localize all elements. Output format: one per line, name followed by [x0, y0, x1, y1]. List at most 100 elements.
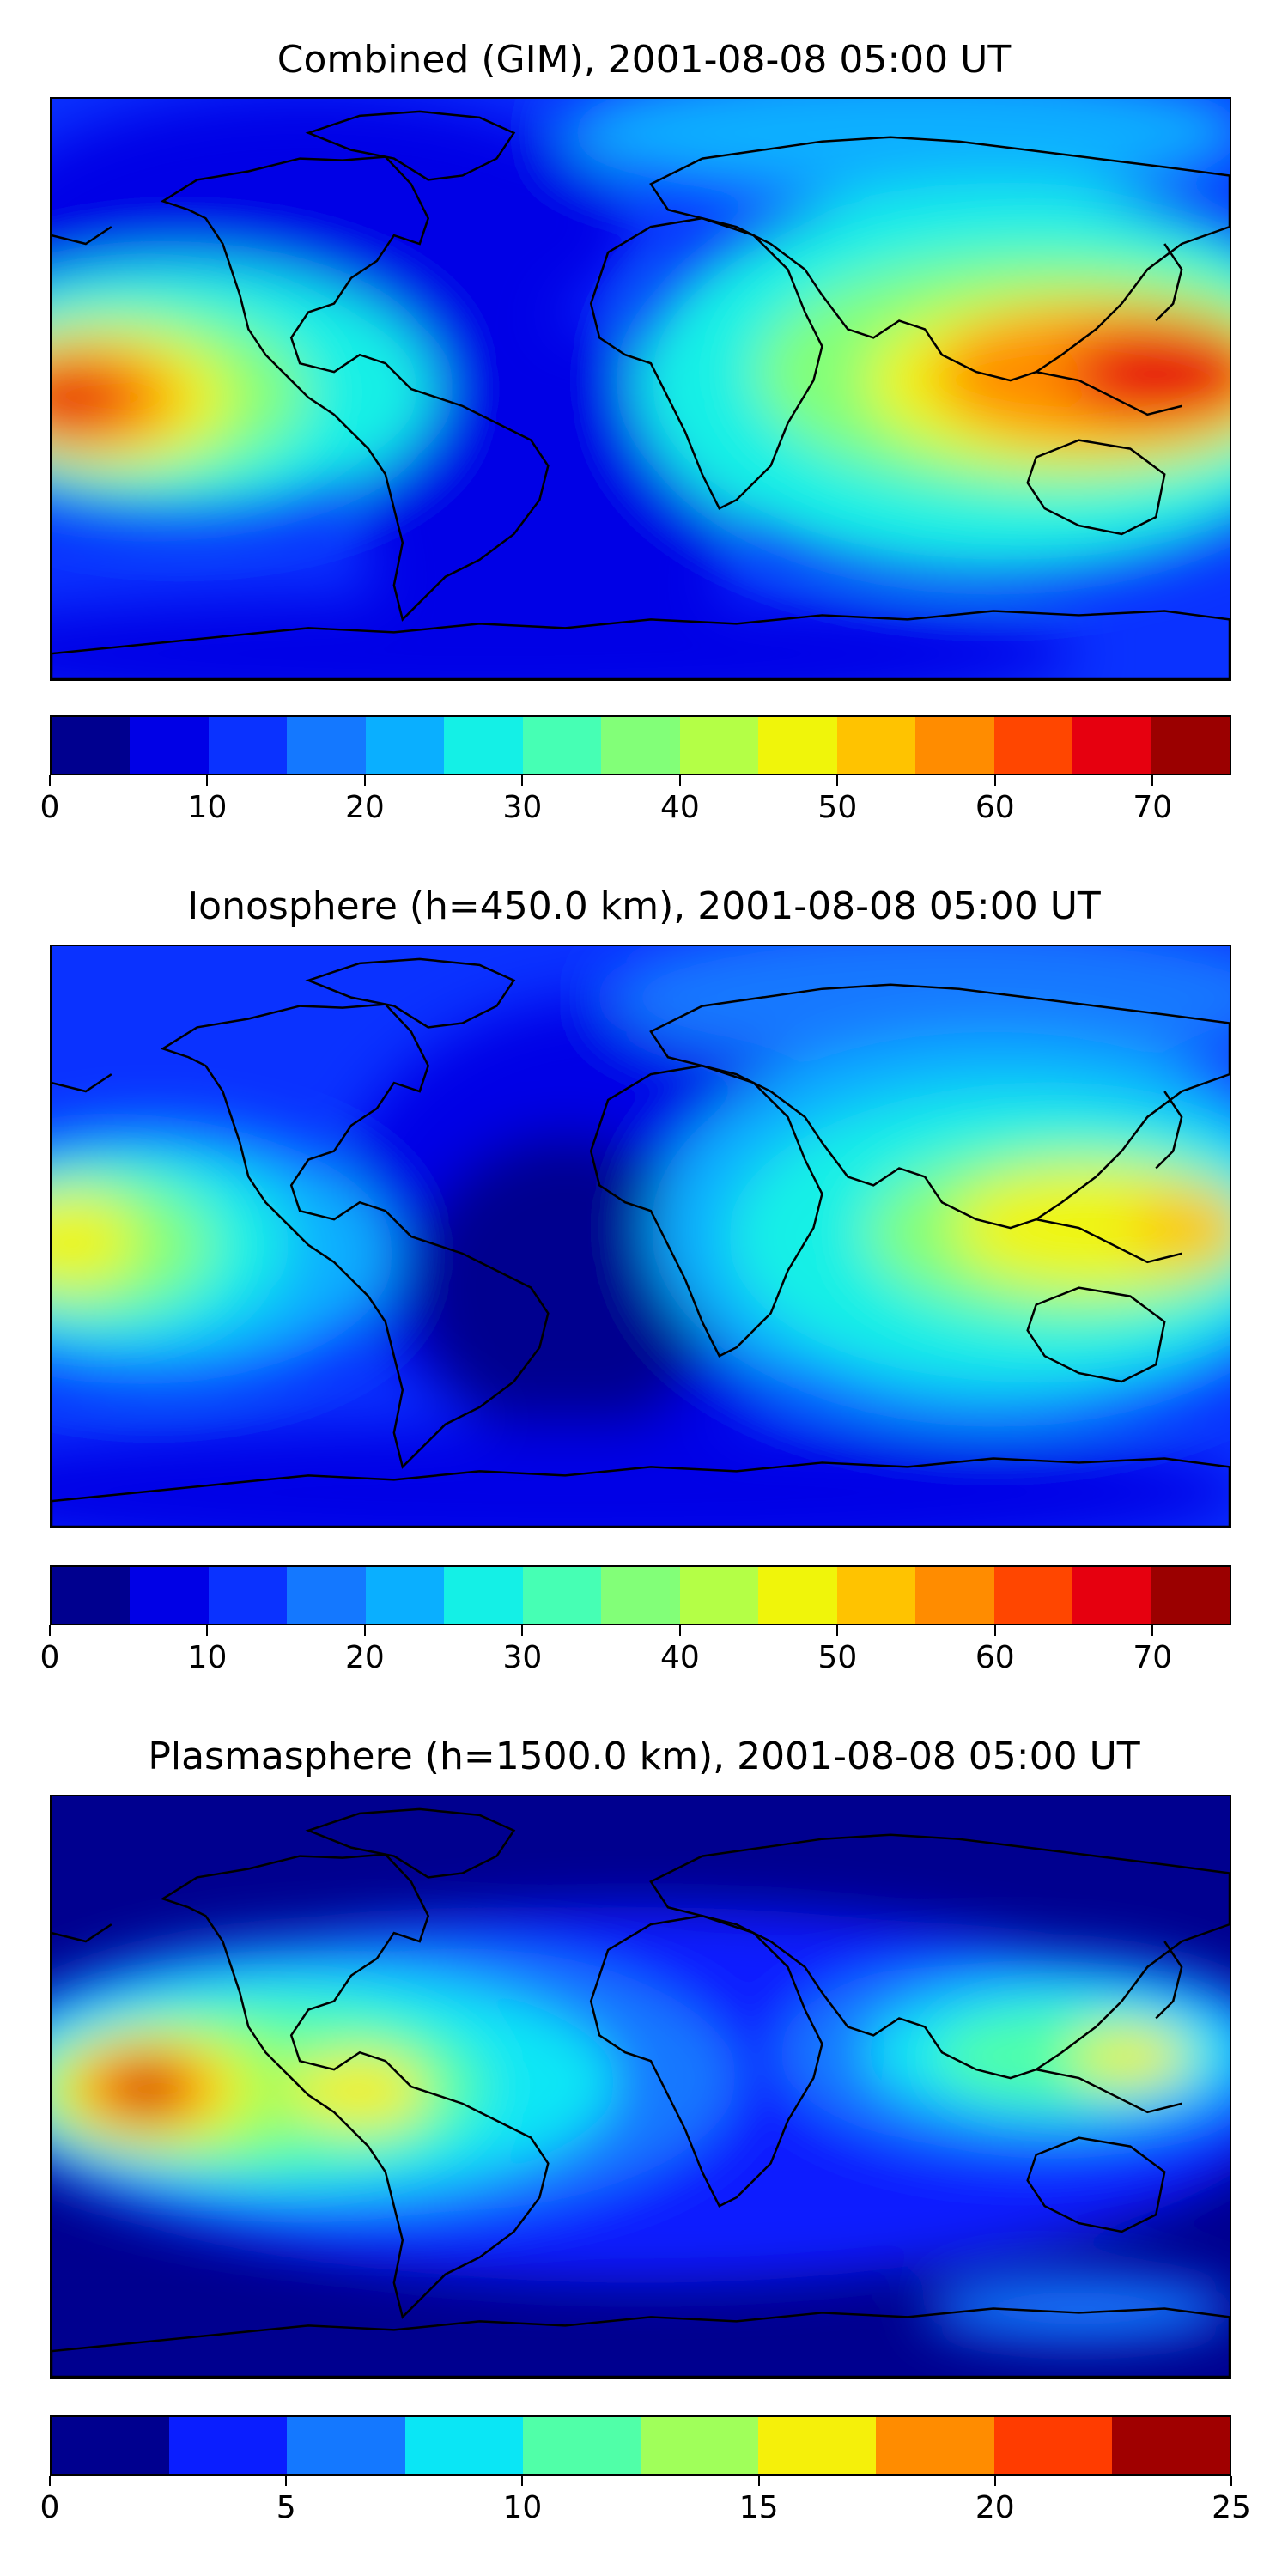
colorbar-cell [1151, 1567, 1230, 1624]
colorbar-cell [679, 1567, 759, 1624]
colorbar-tick [1151, 1625, 1154, 1636]
colorbar-tick-label: 5 [276, 2490, 296, 2525]
colorbar-cell [365, 717, 445, 774]
colorbar-tick [757, 2476, 760, 2486]
colorbar-cell [915, 1567, 994, 1624]
colorbar-cell [52, 1567, 131, 1624]
colorbar-cell [169, 2417, 288, 2474]
map-plot [50, 97, 1231, 681]
colorbar-cell [52, 717, 131, 774]
colorbar-tick [49, 1625, 51, 1636]
colorbar-cell [758, 2417, 877, 2474]
colorbar-cell [522, 717, 602, 774]
colorbar-tick-label: 20 [975, 2490, 1015, 2525]
colorbar-tick-label: 0 [39, 2490, 60, 2525]
colorbar-tick-label: 60 [975, 1640, 1015, 1675]
colorbar-cell [876, 2417, 994, 2474]
colorbar-cell [993, 717, 1073, 774]
colorbar-tick-label: 70 [1133, 790, 1173, 825]
colorbar-cell [208, 1567, 288, 1624]
contour-map [52, 1796, 1230, 2377]
colorbar-cell [522, 1567, 602, 1624]
colorbar-cell [601, 717, 680, 774]
colorbar-tick-label: 10 [187, 790, 228, 825]
colorbar-cell [404, 2417, 523, 2474]
colorbar-tick [363, 1625, 366, 1636]
colorbar-tick-label: 50 [817, 1640, 858, 1675]
colorbar-tick-label: 15 [738, 2490, 779, 2525]
colorbar-cell [130, 717, 209, 774]
colorbar-cell [1072, 1567, 1151, 1624]
colorbar-tick [521, 2476, 524, 2486]
colorbar-tick-label: 10 [502, 2490, 543, 2525]
colorbar-tick [1230, 2476, 1232, 2486]
colorbar-tick-label: 40 [659, 790, 700, 825]
colorbar-tick [836, 1625, 839, 1636]
chart-title: Ionosphere (h=450.0 km), 2001-08-08 05:0… [187, 884, 1101, 928]
colorbar-cell [522, 2417, 641, 2474]
colorbar-tick [678, 775, 681, 786]
colorbar-cell [993, 2417, 1112, 2474]
colorbar-cell [52, 2417, 170, 2474]
colorbar-cell [679, 717, 759, 774]
colorbar-tick [49, 2476, 51, 2486]
colorbar-cell [1072, 717, 1151, 774]
colorbar-tick-label: 10 [187, 1640, 228, 1675]
colorbar-cell [444, 1567, 523, 1624]
colorbar [50, 715, 1231, 775]
colorbar-tick [836, 775, 839, 786]
colorbar [50, 2415, 1231, 2476]
colorbar-tick [993, 2476, 996, 2486]
ionosphere-panel: Ionosphere (h=450.0 km), 2001-08-08 05:0… [0, 850, 1288, 1700]
colorbar-tick-label: 25 [1212, 2490, 1251, 2525]
colorbar-cell [1151, 717, 1230, 774]
colorbar-tick-label: 40 [659, 1640, 700, 1675]
colorbar-ticks: 0 10 20 30 40 50 60 70 [40, 1625, 1231, 1677]
colorbar-cell [836, 717, 916, 774]
colorbar-tick [521, 775, 524, 786]
colorbar-cell [130, 1567, 209, 1624]
colorbar-tick [49, 775, 51, 786]
colorbar [50, 1565, 1231, 1625]
combined-panel: Combined (GIM), 2001-08-08 05:00 UT [0, 0, 1288, 841]
colorbar-tick-label: 70 [1133, 1640, 1173, 1675]
colorbar-tick [993, 1625, 996, 1636]
plasmasphere-panel: Plasmasphere (h=1500.0 km), 2001-08-08 0… [0, 1700, 1288, 2559]
colorbar-ticks: 0 5 10 15 20 25 [40, 2476, 1251, 2527]
colorbar-tick [285, 2476, 288, 2486]
colorbar-cell [365, 1567, 445, 1624]
colorbar-cell [601, 1567, 680, 1624]
colorbar-tick [993, 775, 996, 786]
map-plot [50, 945, 1231, 1528]
colorbar-cell [444, 717, 523, 774]
colorbar-cell [287, 1567, 366, 1624]
colorbar-tick [678, 1625, 681, 1636]
colorbar-tick-label: 30 [502, 1640, 543, 1675]
colorbar-cell [287, 717, 366, 774]
colorbar-cell [287, 2417, 405, 2474]
colorbar-tick [206, 1625, 209, 1636]
colorbar-tick-label: 50 [817, 790, 858, 825]
colorbar-tick-label: 20 [345, 790, 385, 825]
colorbar-cell [993, 1567, 1073, 1624]
colorbar-cell [1111, 2417, 1230, 2474]
colorbar-tick-label: 20 [345, 1640, 385, 1675]
colorbar-tick [1151, 775, 1154, 786]
colorbar-tick [206, 775, 209, 786]
colorbar-cell [758, 1567, 837, 1624]
colorbar-tick [521, 1625, 524, 1636]
colorbar-tick-label: 60 [975, 790, 1015, 825]
colorbar-ticks: 0 10 20 30 40 50 60 70 [40, 775, 1231, 827]
colorbar-tick-label: 0 [39, 790, 60, 825]
map-plot [50, 1795, 1231, 2379]
colorbar-cell [915, 717, 994, 774]
colorbar-tick-label: 0 [39, 1640, 60, 1675]
contour-map [52, 99, 1230, 679]
colorbar-tick-label: 30 [502, 790, 543, 825]
colorbar-tick [363, 775, 366, 786]
colorbar-cell [641, 2417, 759, 2474]
colorbar-cell [758, 717, 837, 774]
colorbar-cell [208, 717, 288, 774]
chart-title: Combined (GIM), 2001-08-08 05:00 UT [276, 38, 1012, 82]
chart-title: Plasmasphere (h=1500.0 km), 2001-08-08 0… [148, 1735, 1140, 1778]
